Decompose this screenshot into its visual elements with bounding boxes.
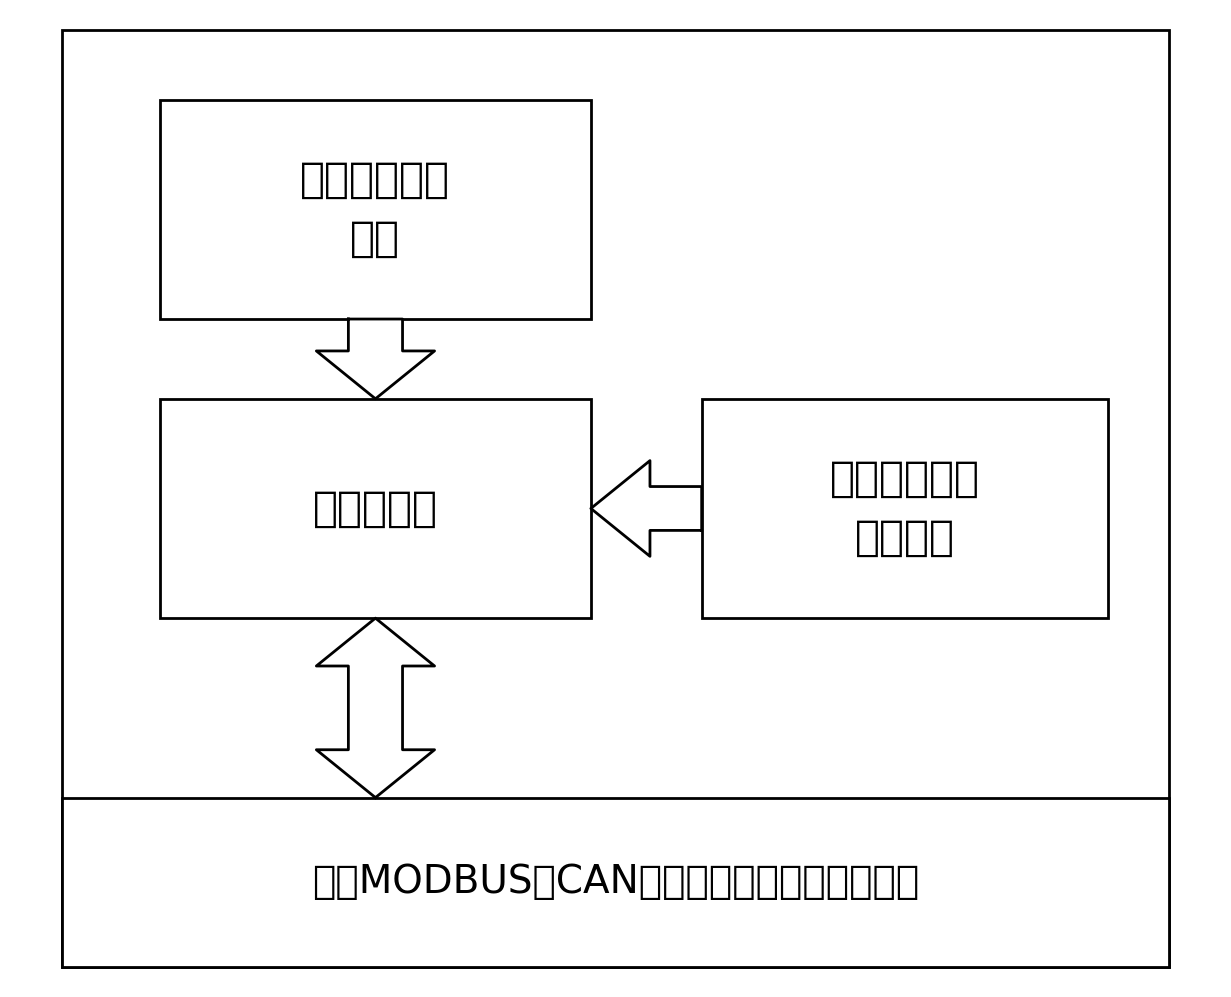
Bar — [702, 399, 1108, 618]
Text: 多轴加速度传
感器模块: 多轴加速度传 感器模块 — [830, 459, 980, 558]
Text: 通过MODBUS、CAN、无线网络等方式连接云端: 通过MODBUS、CAN、无线网络等方式连接云端 — [311, 863, 920, 901]
Bar — [160, 100, 591, 319]
Polygon shape — [591, 461, 702, 556]
Polygon shape — [316, 618, 435, 798]
Polygon shape — [316, 319, 435, 399]
Text: 摄像头音视频
模块: 摄像头音视频 模块 — [300, 160, 451, 259]
Bar — [160, 399, 591, 618]
Text: 主处理模块: 主处理模块 — [313, 488, 438, 529]
Bar — [62, 798, 1169, 967]
